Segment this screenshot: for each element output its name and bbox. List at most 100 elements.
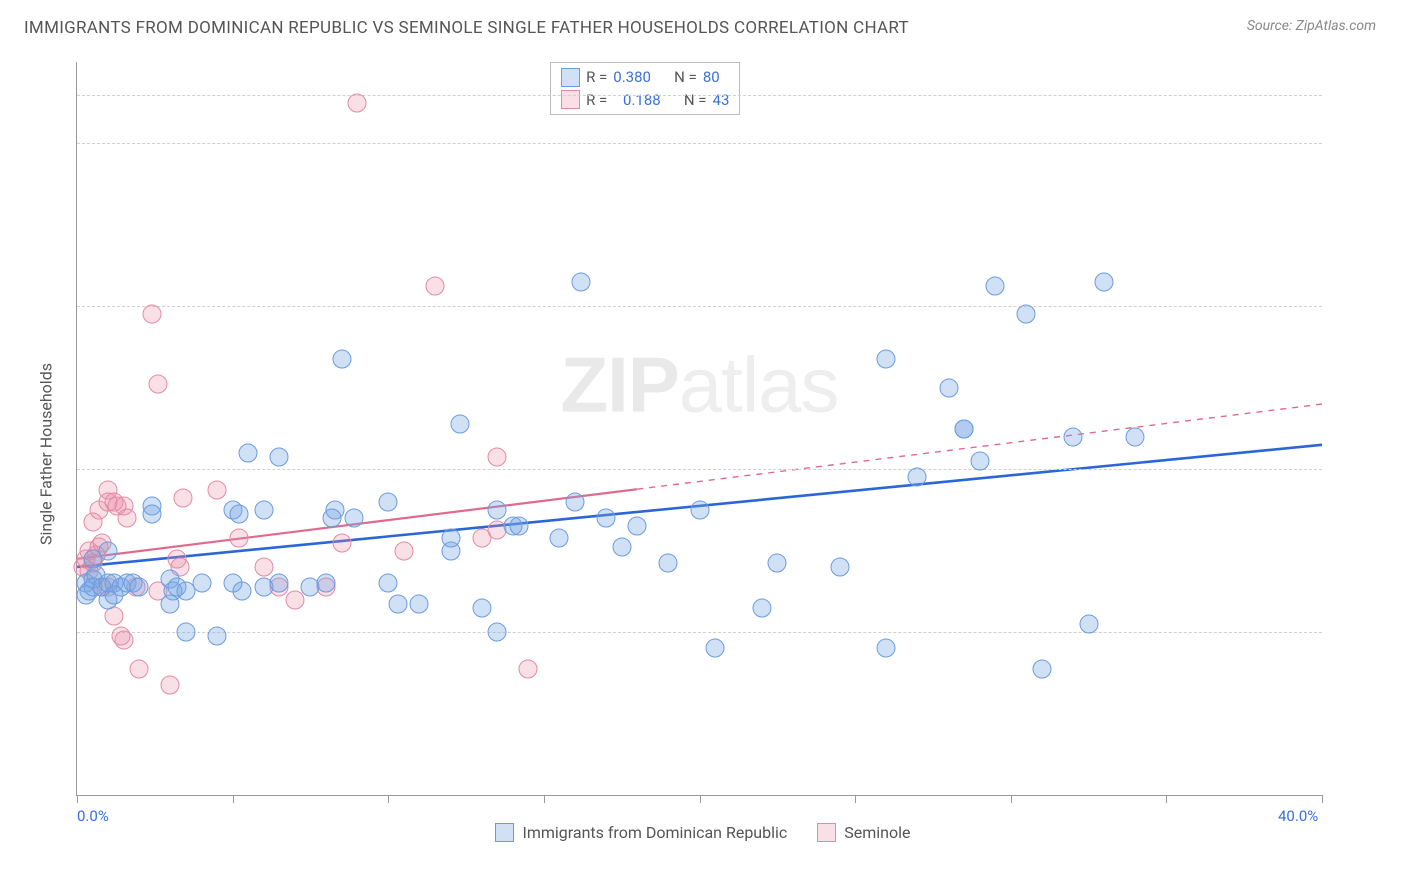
data-point	[425, 276, 444, 295]
data-point	[208, 627, 227, 646]
grid-line	[77, 95, 1322, 96]
data-point	[1017, 305, 1036, 324]
data-point	[173, 488, 192, 507]
data-point	[488, 623, 507, 642]
data-point	[176, 623, 195, 642]
legend-row-blue: R = 0.380 N = 80	[561, 66, 729, 89]
swatch-pink	[561, 90, 580, 109]
data-point	[332, 533, 351, 552]
data-point	[99, 541, 118, 560]
data-point	[509, 517, 528, 536]
data-point	[388, 594, 407, 613]
data-point	[254, 557, 273, 576]
legend-item-pink: Seminole	[817, 823, 910, 842]
grid-line	[77, 469, 1322, 470]
x-tick	[544, 795, 545, 803]
data-point	[379, 492, 398, 511]
data-point	[142, 505, 161, 524]
data-point	[519, 659, 538, 678]
data-point	[232, 582, 251, 601]
data-point	[690, 500, 709, 519]
source-attribution: Source: ZipAtlas.com	[1247, 18, 1376, 34]
data-point	[285, 590, 304, 609]
data-point	[345, 509, 364, 528]
data-point	[142, 305, 161, 324]
swatch-blue	[561, 68, 580, 87]
data-point	[229, 529, 248, 548]
data-point	[572, 272, 591, 291]
data-point	[441, 529, 460, 548]
data-point	[939, 378, 958, 397]
data-point	[114, 631, 133, 650]
data-point	[130, 659, 149, 678]
swatch-pink-icon	[817, 823, 836, 842]
chart-area: Single Father Households ZIPatlas R = 0.…	[24, 44, 1382, 864]
data-point	[208, 480, 227, 499]
data-point	[986, 276, 1005, 295]
plot-area: ZIPatlas R = 0.380 N = 80 R = 0.188	[76, 62, 1322, 796]
data-point	[105, 606, 124, 625]
data-point	[877, 639, 896, 658]
data-point	[1095, 272, 1114, 291]
data-point	[628, 517, 647, 536]
data-point	[877, 350, 896, 369]
grid-line	[77, 632, 1322, 633]
grid-line	[77, 143, 1322, 144]
data-point	[332, 350, 351, 369]
data-point	[270, 448, 289, 467]
data-point	[955, 419, 974, 438]
data-point	[317, 574, 336, 593]
data-point	[130, 578, 149, 597]
data-point	[379, 574, 398, 593]
data-point	[612, 537, 631, 556]
swatch-blue-icon	[495, 823, 514, 842]
x-tick	[77, 795, 78, 803]
data-point	[148, 374, 167, 393]
data-point	[488, 500, 507, 519]
data-point	[550, 529, 569, 548]
data-point	[659, 553, 678, 572]
data-point	[1032, 659, 1051, 678]
data-point	[192, 574, 211, 593]
data-point	[254, 500, 273, 519]
data-point	[706, 639, 725, 658]
data-point	[566, 492, 585, 511]
legend-row-pink: R = 0.188 N = 43	[561, 89, 729, 112]
data-point	[161, 594, 180, 613]
legend-label-blue: Immigrants from Dominican Republic	[522, 823, 787, 842]
legend-item-blue: Immigrants from Dominican Republic	[495, 823, 787, 842]
data-point	[117, 509, 136, 528]
data-point	[239, 443, 258, 462]
x-tick	[700, 795, 701, 803]
data-point	[908, 468, 927, 487]
data-point	[768, 553, 787, 572]
data-point	[229, 505, 248, 524]
data-point	[410, 594, 429, 613]
data-point	[77, 586, 96, 605]
legend-label-pink: Seminole	[844, 823, 910, 842]
x-tick	[388, 795, 389, 803]
data-point	[323, 509, 342, 528]
data-point	[394, 541, 413, 560]
x-tick	[1322, 795, 1323, 803]
data-point	[1079, 614, 1098, 633]
data-point	[348, 93, 367, 112]
series-legend: Immigrants from Dominican Republic Semin…	[24, 823, 1382, 842]
data-point	[488, 448, 507, 467]
data-point	[105, 586, 124, 605]
data-point	[830, 557, 849, 576]
data-point	[270, 574, 289, 593]
x-tick	[1166, 795, 1167, 803]
data-point	[1064, 427, 1083, 446]
data-point	[970, 452, 989, 471]
data-point	[752, 598, 771, 617]
grid-line	[77, 306, 1322, 307]
x-tick	[1011, 795, 1012, 803]
data-point	[597, 509, 616, 528]
x-tick	[233, 795, 234, 803]
data-point	[1126, 427, 1145, 446]
watermark: ZIPatlas	[560, 339, 838, 430]
x-tick	[855, 795, 856, 803]
data-point	[472, 598, 491, 617]
chart-title: IMMIGRANTS FROM DOMINICAN REPUBLIC VS SE…	[24, 18, 1382, 38]
